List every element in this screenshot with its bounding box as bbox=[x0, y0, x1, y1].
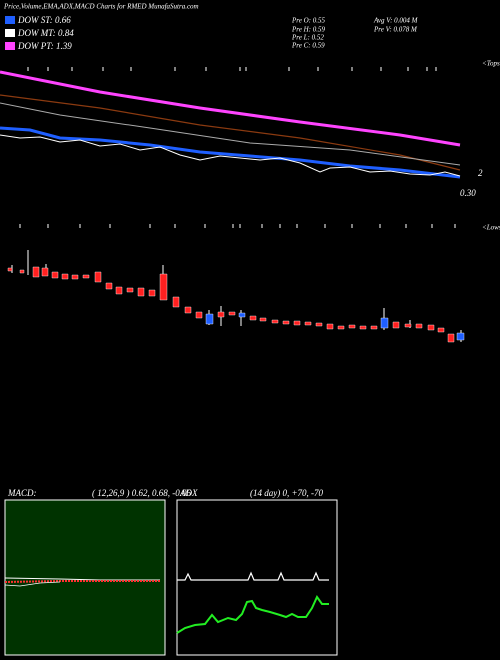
adx-panel bbox=[176, 499, 338, 656]
stat: Pre H: 0.59 bbox=[291, 26, 325, 34]
red-candles bbox=[7, 266, 455, 343]
adx-line bbox=[177, 571, 329, 581]
blue-candles bbox=[205, 312, 465, 341]
signal-line bbox=[4, 580, 160, 583]
di-line bbox=[176, 595, 329, 634]
macd-hist bbox=[4, 581, 61, 587]
ema-line bbox=[0, 102, 461, 166]
axis-label: 2 bbox=[478, 168, 483, 178]
low-ticks bbox=[19, 224, 456, 228]
title: Price,Volume,EMA,ADX,MACD Charts for RME… bbox=[3, 3, 199, 11]
legend-swatch bbox=[5, 29, 15, 37]
macd-panel bbox=[4, 499, 166, 656]
tops-label: <Tops bbox=[482, 60, 500, 68]
macd-params: ( 12,26,9 ) 0.62, 0.68, -0.06 bbox=[92, 488, 191, 498]
lows-label: <Lows bbox=[482, 224, 500, 232]
macd-line bbox=[4, 577, 160, 581]
legend-label: DOW MT: 0.84 bbox=[17, 28, 74, 38]
legend-label: DOW ST: 0.66 bbox=[17, 15, 71, 25]
stat: Pre L: 0.52 bbox=[291, 34, 324, 42]
adx-params: (14 day) 0, +70, -70 bbox=[250, 488, 324, 498]
legend-swatch bbox=[5, 16, 15, 24]
stat: Pre V: 0.078 M bbox=[373, 26, 418, 34]
axis-label: 0.30 bbox=[460, 188, 476, 198]
top-ticks bbox=[27, 67, 437, 71]
ema-line bbox=[0, 126, 461, 179]
stat: Avg V: 0.004 M bbox=[373, 17, 419, 25]
stat: Pre C: 0.59 bbox=[291, 42, 325, 50]
macd-title: MACD: bbox=[7, 488, 37, 498]
legend-swatch bbox=[5, 42, 15, 50]
ema-line bbox=[0, 70, 461, 147]
stat: Pre O: 0.55 bbox=[291, 17, 325, 25]
legend-label: DOW PT: 1.39 bbox=[17, 41, 72, 51]
price-line bbox=[0, 134, 461, 177]
ema-line bbox=[0, 94, 461, 171]
adx-title: ADX bbox=[179, 488, 198, 498]
